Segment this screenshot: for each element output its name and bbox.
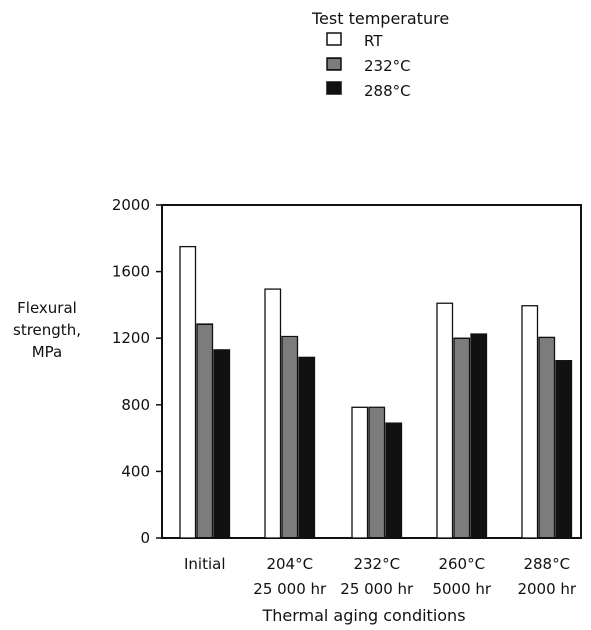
y-axis-label-line-1: Flexural (17, 299, 77, 317)
bar-288c (298, 356, 316, 539)
bar-232c (281, 335, 299, 539)
bar-288c (555, 360, 573, 539)
legend-entry-288: 288°C (326, 81, 411, 100)
bar-232c (538, 336, 556, 539)
x-tick-label: 260°C (438, 555, 485, 573)
bars (179, 245, 573, 539)
legend-swatch-232 (326, 57, 342, 71)
y-tick-label: 400 (121, 462, 150, 480)
x-tick-label: 232°C (353, 555, 400, 573)
x-tick-label-line-2: 25 000 hr (253, 580, 327, 598)
x-tick-label-line-2: 5000 hr (432, 580, 491, 598)
y-tick-label: 800 (121, 396, 150, 414)
legend-entry-232: 232°C (326, 57, 411, 75)
x-tick-label-line-2: 25 000 hr (340, 580, 414, 598)
legend-label-288: 288°C (364, 82, 411, 100)
bar-232c (368, 406, 386, 539)
x-tick-label-line-2: 2000 hr (517, 580, 576, 598)
bar-232c (196, 323, 214, 539)
y-axis-label-line-2: strength, (13, 321, 81, 339)
bar-288c (470, 333, 488, 539)
y-tick-label: 1200 (112, 329, 150, 347)
bar-rt (179, 245, 197, 539)
bar-rt (436, 302, 454, 539)
y-axis-label: Flexural strength, MPa (13, 299, 81, 361)
x-axis-tick-labels: Initial 204°C 25 000 hr 232°C 25 000 hr 260°C… (184, 555, 577, 598)
legend: Test temperature RT 232°C 288°C (311, 9, 449, 100)
bar-232c (453, 337, 471, 539)
x-tick-label: 288°C (523, 555, 570, 573)
legend-title: Test temperature (311, 9, 449, 28)
bar-288c (213, 349, 231, 539)
y-axis-label-line-3: MPa (32, 343, 63, 361)
x-tick-label: 204°C (266, 555, 313, 573)
bar-288c (385, 422, 403, 539)
x-tick-label: Initial (184, 555, 226, 573)
legend-label-232: 232°C (364, 57, 411, 75)
legend-label-rt: RT (364, 32, 383, 50)
legend-swatch-288 (326, 81, 342, 95)
legend-entry-rt: RT (326, 32, 383, 50)
y-axis-ticks: 0 400 800 1200 1600 2000 (112, 196, 162, 547)
x-axis-label: Thermal aging conditions (261, 606, 465, 625)
y-tick-label: 1600 (112, 263, 150, 281)
y-tick-label: 2000 (112, 196, 150, 214)
bar-rt (351, 406, 369, 539)
bar-rt (521, 305, 539, 539)
bar-rt (264, 288, 282, 539)
legend-swatch-rt (326, 32, 342, 46)
y-tick-label: 0 (140, 529, 150, 547)
